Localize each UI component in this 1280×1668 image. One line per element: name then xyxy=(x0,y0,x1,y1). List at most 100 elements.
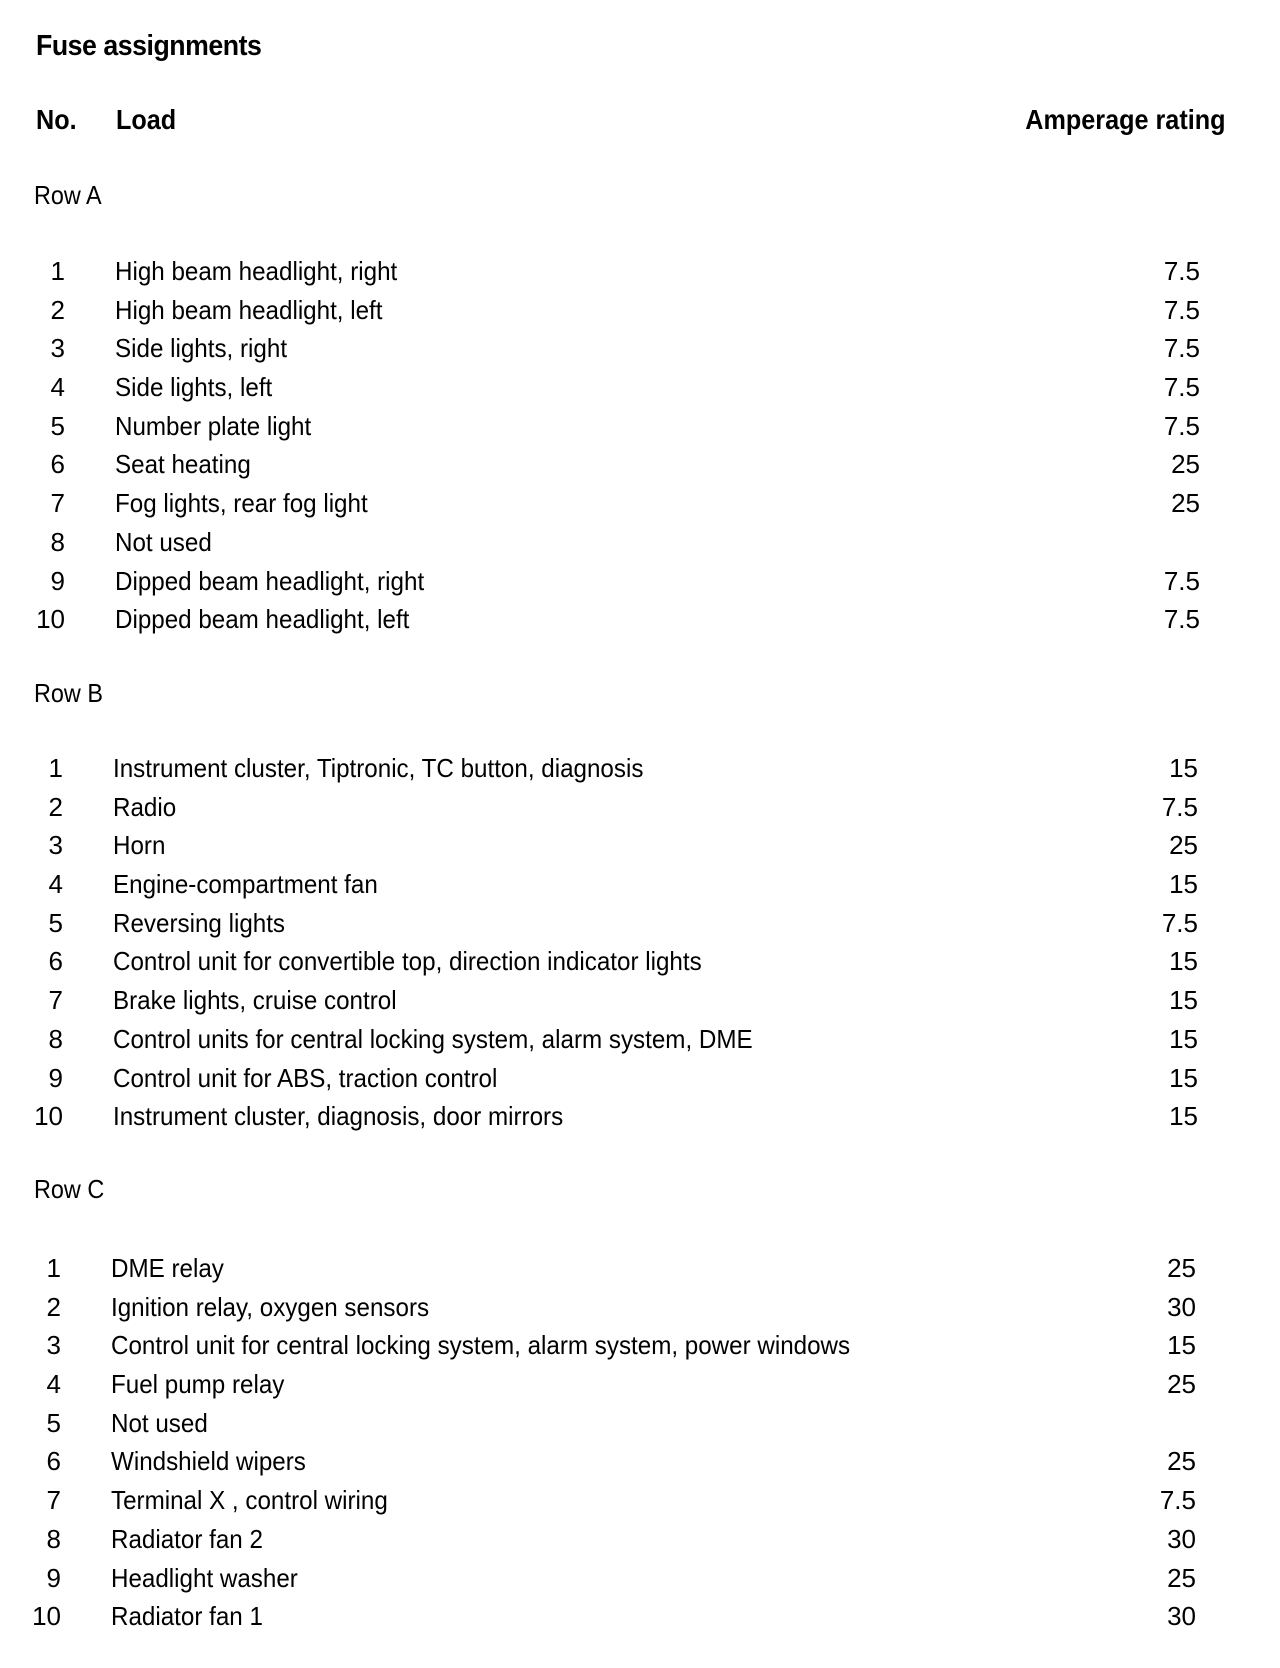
fuse-load: Fuel pump relay xyxy=(111,1369,285,1400)
fuse-number: 9 xyxy=(48,1062,63,1093)
fuse-number: 5 xyxy=(48,907,63,938)
fuse-number: 8 xyxy=(50,526,65,557)
fuse-number: 2 xyxy=(48,791,63,822)
table-row: 9 Control unit for ABS, traction control 1… xyxy=(0,1059,1278,1098)
section-label: Row A xyxy=(34,180,102,210)
fuse-load: Instrument cluster, diagnosis, door mirr… xyxy=(113,1101,564,1132)
fuse-load: Terminal X , control wiring xyxy=(111,1485,388,1516)
fuse-load: Radiator fan 1 xyxy=(111,1601,263,1632)
table-row: 3 Control unit for central locking system… xyxy=(0,1326,1276,1365)
fuse-number: 6 xyxy=(46,1446,61,1477)
fuse-load: High beam headlight, left xyxy=(115,294,383,325)
column-header-load: Load xyxy=(116,104,177,135)
fuse-number: 8 xyxy=(46,1523,61,1554)
fuse-number: 9 xyxy=(50,565,65,596)
fuse-load: Headlight washer xyxy=(111,1562,298,1593)
fuse-amperage: 7.5 xyxy=(1159,1485,1196,1516)
table-row: 4 Engine-compartment fan 15 xyxy=(0,865,1278,904)
table-row: 2 Radio 7.5 xyxy=(0,788,1278,827)
fuse-number: 1 xyxy=(48,753,63,783)
fuse-load: Side lights, right xyxy=(115,333,288,364)
table-row: 6 Control unit for convertible top, direc… xyxy=(0,942,1278,981)
fuse-load: Dipped beam headlight, right xyxy=(115,565,425,596)
fuse-amperage: 15 xyxy=(1169,869,1198,900)
fuse-load: Engine-compartment fan xyxy=(113,869,378,900)
fuse-load: Fog lights, rear fog light xyxy=(115,488,368,519)
fuse-amperage: 15 xyxy=(1167,1330,1196,1361)
table-row: 8 Control units for central locking syste… xyxy=(0,1020,1278,1059)
fuse-number: 10 xyxy=(32,1601,61,1632)
fuse-number: 6 xyxy=(48,946,63,977)
fuse-load: Not used xyxy=(111,1407,208,1438)
fuse-load: Control units for central locking system… xyxy=(113,1023,753,1054)
fuse-number: 9 xyxy=(46,1562,61,1593)
table-row: 9 Headlight washer 25 xyxy=(0,1559,1276,1598)
fuse-load: Ignition relay, oxygen sensors xyxy=(111,1291,430,1322)
fuse-number: 7 xyxy=(46,1485,61,1516)
fuse-number: 5 xyxy=(50,410,65,441)
fuse-number: 4 xyxy=(48,869,63,900)
fuse-load: Dipped beam headlight, left xyxy=(115,604,410,635)
fuse-number: 10 xyxy=(36,604,65,635)
column-header-amperage: Amperage rating xyxy=(1024,104,1225,135)
section-label: Row C xyxy=(34,1174,105,1204)
table-row: 7 Terminal X , control wiring 7.5 xyxy=(0,1481,1276,1520)
fuse-amperage: 7.5 xyxy=(1163,410,1200,441)
fuse-load: Brake lights, cruise control xyxy=(113,985,397,1016)
fuse-amperage: 15 xyxy=(1169,985,1198,1016)
fuse-amperage: 25 xyxy=(1171,449,1200,480)
page-title: Fuse assignments xyxy=(36,30,262,62)
fuse-number: 1 xyxy=(50,256,65,286)
fuse-load: Radio xyxy=(113,791,177,822)
fuse-number: 2 xyxy=(46,1291,61,1322)
fuse-amperage: 30 xyxy=(1167,1601,1196,1632)
table-row: 6 Seat heating 25 xyxy=(0,445,1280,484)
fuse-amperage: 30 xyxy=(1167,1523,1196,1554)
table-row: 4 Side lights, left 7.5 xyxy=(0,368,1280,407)
fuse-load: DME relay xyxy=(111,1253,224,1283)
table-row: 5 Reversing lights 7.5 xyxy=(0,904,1278,943)
table-row: 1 Instrument cluster, Tiptronic, TC butto… xyxy=(0,749,1278,788)
fuse-amperage: 7.5 xyxy=(1163,294,1200,325)
table-row: 3 Horn 25 xyxy=(0,826,1278,865)
table-row: 2 High beam headlight, left 7.5 xyxy=(0,291,1280,330)
fuse-load: High beam headlight, right xyxy=(115,256,398,286)
fuse-amperage: 25 xyxy=(1169,830,1198,861)
fuse-number: 6 xyxy=(50,449,65,480)
fuse-amperage: 25 xyxy=(1167,1369,1196,1400)
fuse-load: Number plate light xyxy=(115,410,312,441)
fuse-number: 3 xyxy=(48,830,63,861)
fuse-load: Not used xyxy=(115,526,212,557)
fuse-rows: 1 High beam headlight, right 7.5 2 High beam… xyxy=(0,252,1280,639)
table-row: 7 Fog lights, rear fog light 25 xyxy=(0,484,1280,523)
table-row: 10 Dipped beam headlight, left 7.5 xyxy=(0,600,1280,639)
fuse-rows: 1 DME relay 25 2 Ignition relay, oxygen sens… xyxy=(0,1249,1276,1636)
fuse-rows: 1 Instrument cluster, Tiptronic, TC butto… xyxy=(0,749,1278,1136)
table-row: 1 High beam headlight, right 7.5 xyxy=(0,252,1280,291)
fuse-amperage: 15 xyxy=(1169,753,1198,783)
fuse-number: 7 xyxy=(50,488,65,519)
fuse-load: Horn xyxy=(113,830,166,861)
fuse-amperage: 7.5 xyxy=(1163,604,1200,635)
table-row: 2 Ignition relay, oxygen sensors 30 xyxy=(0,1288,1276,1327)
fuse-amperage: 15 xyxy=(1169,1101,1198,1132)
fuse-number: 7 xyxy=(48,985,63,1016)
fuse-number: 2 xyxy=(50,294,65,325)
fuse-number: 10 xyxy=(34,1101,63,1132)
fuse-amperage: 7.5 xyxy=(1163,372,1200,403)
fuse-number: 3 xyxy=(46,1330,61,1361)
fuse-amperage: 7.5 xyxy=(1163,333,1200,364)
section-label: Row B xyxy=(34,678,103,708)
fuse-amperage: 25 xyxy=(1171,488,1200,519)
table-row: 10 Instrument cluster, diagnosis, door mi… xyxy=(0,1097,1278,1136)
fuse-amperage: 7.5 xyxy=(1163,565,1200,596)
table-row: 5 Number plate light 7.5 xyxy=(0,407,1280,446)
fuse-number: 4 xyxy=(50,372,65,403)
fuse-load: Windshield wipers xyxy=(111,1446,306,1477)
fuse-amperage: 7.5 xyxy=(1161,791,1198,822)
fuse-load: Control unit for convertible top, direct… xyxy=(113,946,702,977)
table-row: 10 Radiator fan 1 30 xyxy=(0,1597,1276,1636)
fuse-load: Radiator fan 2 xyxy=(111,1523,263,1554)
table-row: 4 Fuel pump relay 25 xyxy=(0,1365,1276,1404)
fuse-amperage: 25 xyxy=(1167,1446,1196,1477)
